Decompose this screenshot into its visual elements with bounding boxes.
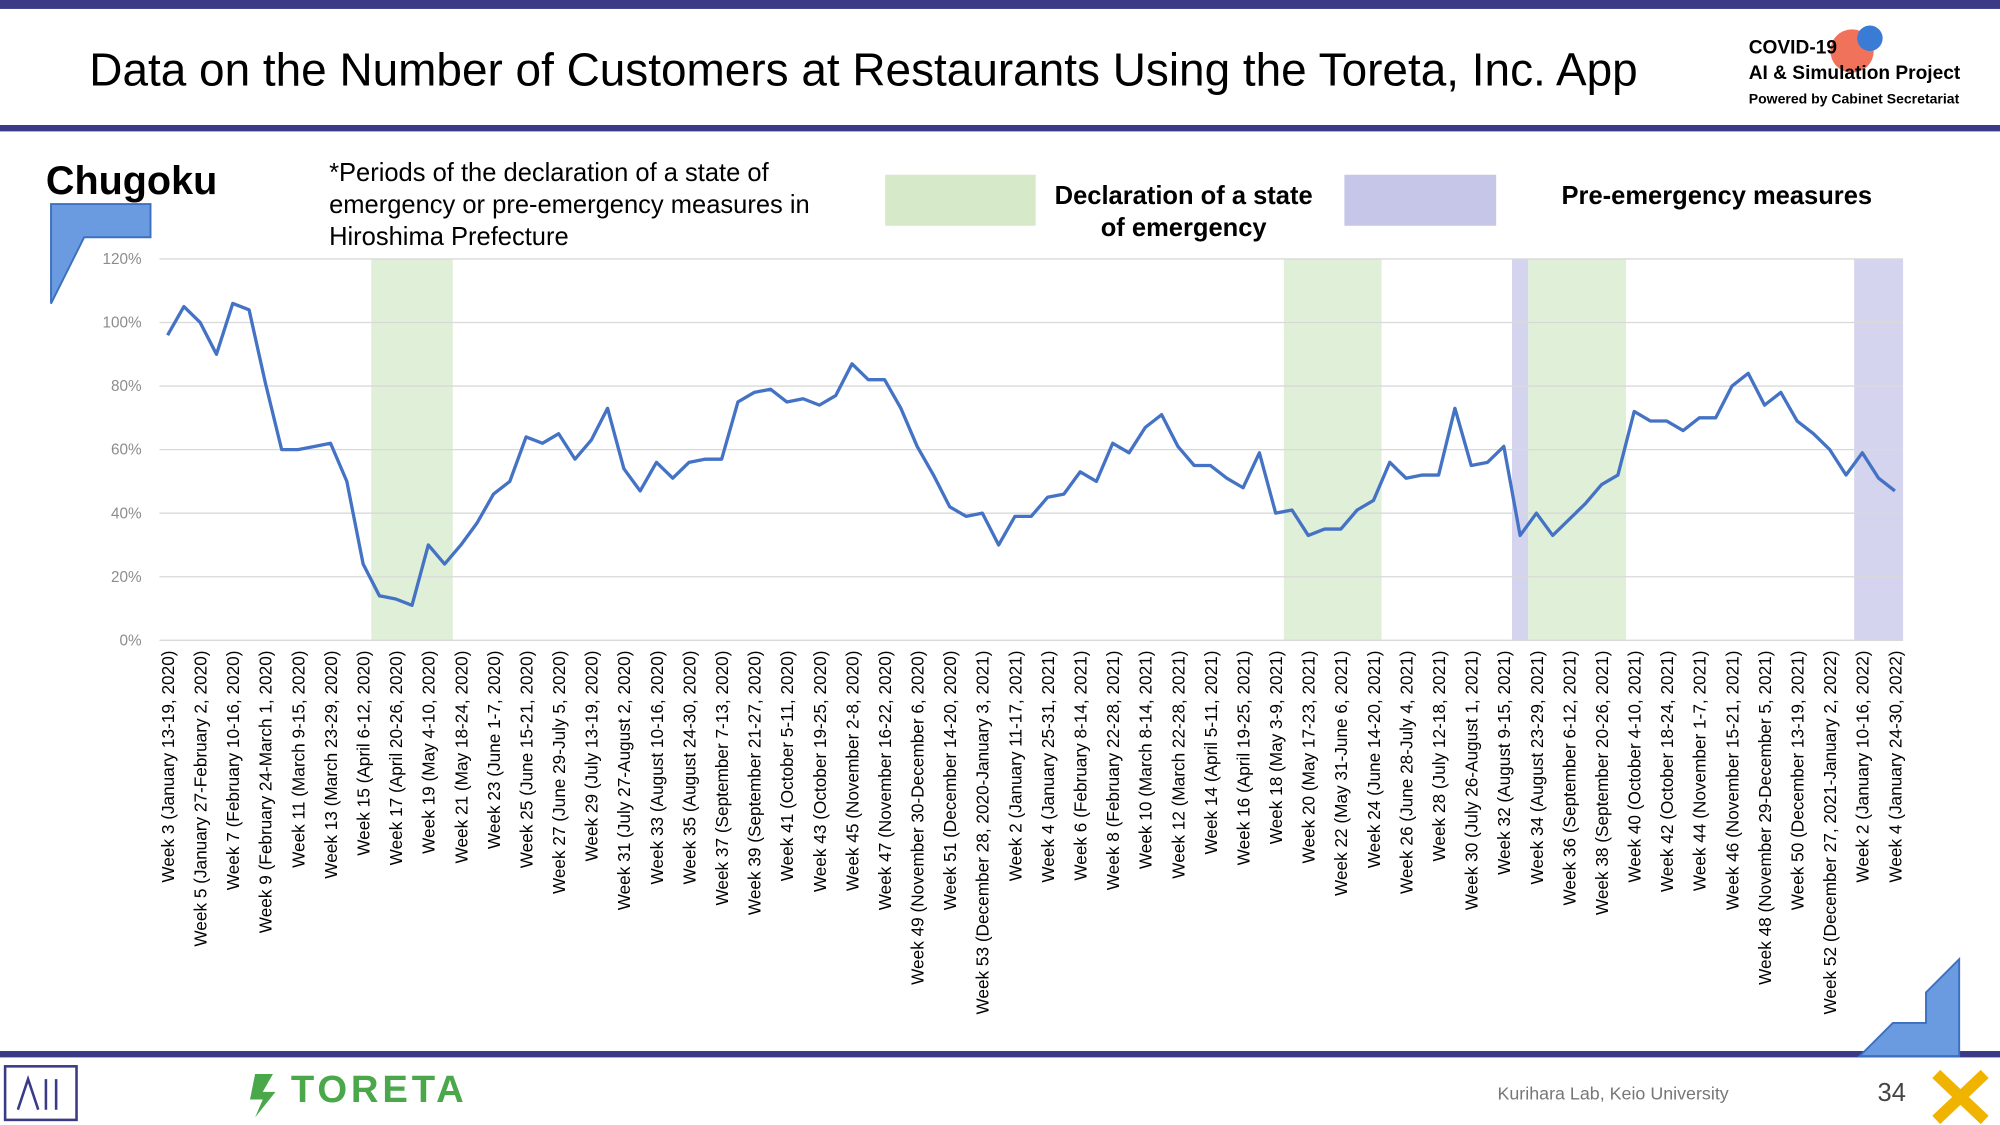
x-tick-label: Week 39 (September 21-27, 2020) [745,651,765,916]
x-tick-label: Week 11 (March 9-15, 2020) [288,651,308,868]
lab-logo [16,1075,58,1111]
x-tick-label: Week 52 (December 27, 2021-January 2, 20… [1820,651,1840,1015]
x-tick-label: Week 53 (December 28, 2020-January 3, 20… [973,651,993,1015]
y-tick-label: 0% [119,632,142,649]
x-tick-label: Week 31 (July 27-August 2, 2020) [614,651,634,911]
region-title: Chugoku [45,158,218,203]
x-tick-label: Week 16 (April 19-25, 2021) [1233,651,1253,866]
top-bar [0,0,2000,9]
x-tick-label: Week 20 (May 17-23, 2021) [1299,651,1319,864]
x-tick-label: Week 38 (September 20-26, 2021) [1592,651,1612,916]
legend-swatch [885,174,1036,226]
x-tick-label: Week 17 (April 20-26, 2020) [386,651,406,866]
note: *Periods of the declaration of a state o… [329,159,810,252]
y-tick-label: 100% [102,315,142,332]
x-tick-label: Week 35 (August 24-30, 2020) [679,651,699,885]
x-tick-label: Week 2 (January 11-17, 2021) [1005,651,1025,882]
x-tick-label: Week 37 (September 7-13, 2020) [712,651,732,906]
x-tick-label: Week 15 (April 6-12, 2020) [354,651,374,856]
x-tick-label: Week 33 (August 10-16, 2020) [647,651,667,885]
x-tick-label: Week 14 (April 5-11, 2021) [1201,651,1221,855]
x-tick-label: Week 7 (February 10-16, 2020) [223,651,243,891]
x-tick-label: Week 42 (October 18-24, 2021) [1657,651,1677,893]
x-tick-label: Week 10 (March 8-14, 2021) [1136,651,1156,870]
x-tick-label: Week 51 (December 14-20, 2020) [940,651,960,911]
x-tick-label: Week 47 (November 16-22, 2020) [875,651,895,911]
x-tick-label: Week 4 (January 25-31, 2021) [1038,651,1058,883]
x-tick-label: Week 32 (August 9-15, 2021) [1494,651,1514,875]
page-number: 34 [1877,1079,1906,1108]
data-line [166,301,1896,608]
slide-title: Data on the Number of Customers at Resta… [89,43,1638,96]
project-logo: COVID-19 AI & Simulation Project Powered… [1749,36,1961,113]
header-bar [0,124,2000,132]
x-tick-label: Week 24 (June 14-20, 2021) [1364,651,1384,869]
x-tick-label: Week 34 (August 23-29, 2021) [1527,651,1547,885]
x-tick-label: Week 40 (October 4-10, 2021) [1625,651,1645,883]
y-tick-label: 120% [102,251,142,268]
x-tick-label: Week 22 (May 31-June 6, 2021) [1331,651,1351,896]
x-tick-label: Week 36 (September 6-12, 2021) [1559,651,1579,906]
logo-text: Powered by Cabinet Secretariat [1748,91,1960,108]
x-tick-label: Week 13 (March 23-29, 2020) [321,651,341,879]
x-tick-label: Week 18 (May 3-9, 2021) [1266,651,1286,845]
footer-bar [0,1051,2000,1058]
x-tick-label: Week 46 (November 15-21, 2021) [1722,651,1742,911]
legend-label: Pre-emergency measures [1561,182,1873,211]
brand: TORETA [290,1068,468,1111]
x-tick-label: Week 2 (January 10-16, 2022) [1853,651,1873,883]
x-tick-label: Week 29 (July 13-19, 2020) [582,651,602,862]
x-tick-label: Week 23 (June 1-7, 2020) [484,651,504,850]
y-tick-label: 60% [111,442,142,459]
legend-label: Declaration of a state of emergency [1054,182,1313,243]
credit: Kurihara Lab, Keio University [1497,1082,1729,1104]
x-tick-label: Week 25 (June 15-21, 2020) [516,651,536,869]
x-tick-label: Week 5 (January 27-February 2, 2020) [191,651,211,947]
legend-swatch [1344,174,1497,226]
x-tick-label: Week 4 (January 24-30, 2022) [1885,651,1905,883]
x-tick-label: Week 30 (July 26-August 1, 2021) [1462,651,1482,911]
x-tick-label: Week 50 (December 13-19, 2021) [1788,651,1808,911]
corner-deco [1857,956,1961,1058]
logo-text: AI & Simulation Project [1748,62,1961,85]
x-tick-label: Week 27 (June 29-July 5, 2020) [549,651,569,895]
toreta-icon [249,1073,276,1118]
x-tick-label: Week 3 (January 13-19, 2020) [158,651,178,883]
x-tick-label: Week 21 (May 18-24, 2020) [451,651,471,864]
y-tick-label: 40% [111,505,142,522]
y-tick-label: 80% [111,378,142,395]
x-tick-label: Week 28 (July 12-18, 2021) [1429,651,1449,862]
corner-deco [50,203,152,304]
x-tick-label: Week 12 (March 22-28, 2021) [1168,651,1188,879]
x-tick-label: Week 19 (May 4-10, 2020) [419,651,439,854]
x-tick-label: Week 9 (February 24-March 1, 2020) [256,651,276,934]
x-tick-label: Week 49 (November 30-December 6, 2020) [908,651,928,985]
x-tick-label: Week 6 (February 8-14, 2021) [1071,651,1091,881]
x-tick-label: Week 48 (November 29-December 5, 2021) [1755,651,1775,985]
logo-circle [1857,25,1883,52]
x-tick-label: Week 26 (June 28-July 4, 2021) [1396,651,1416,895]
x-tick-label: Week 8 (February 22-28, 2021) [1103,651,1123,891]
lab-logo [3,1065,78,1122]
x-tick-label: Week 44 (November 1-7, 2021) [1690,651,1710,892]
y-tick-label: 20% [111,569,142,586]
x-tick-label: Week 41 (October 5-11, 2020) [777,651,797,882]
x-tick-label: Week 43 (October 19-25, 2020) [810,651,830,893]
logo-text: COVID-19 [1748,36,1837,59]
corner-logo [1932,1069,1989,1125]
x-tick-label: Week 45 (November 2-8, 2020) [842,651,862,892]
